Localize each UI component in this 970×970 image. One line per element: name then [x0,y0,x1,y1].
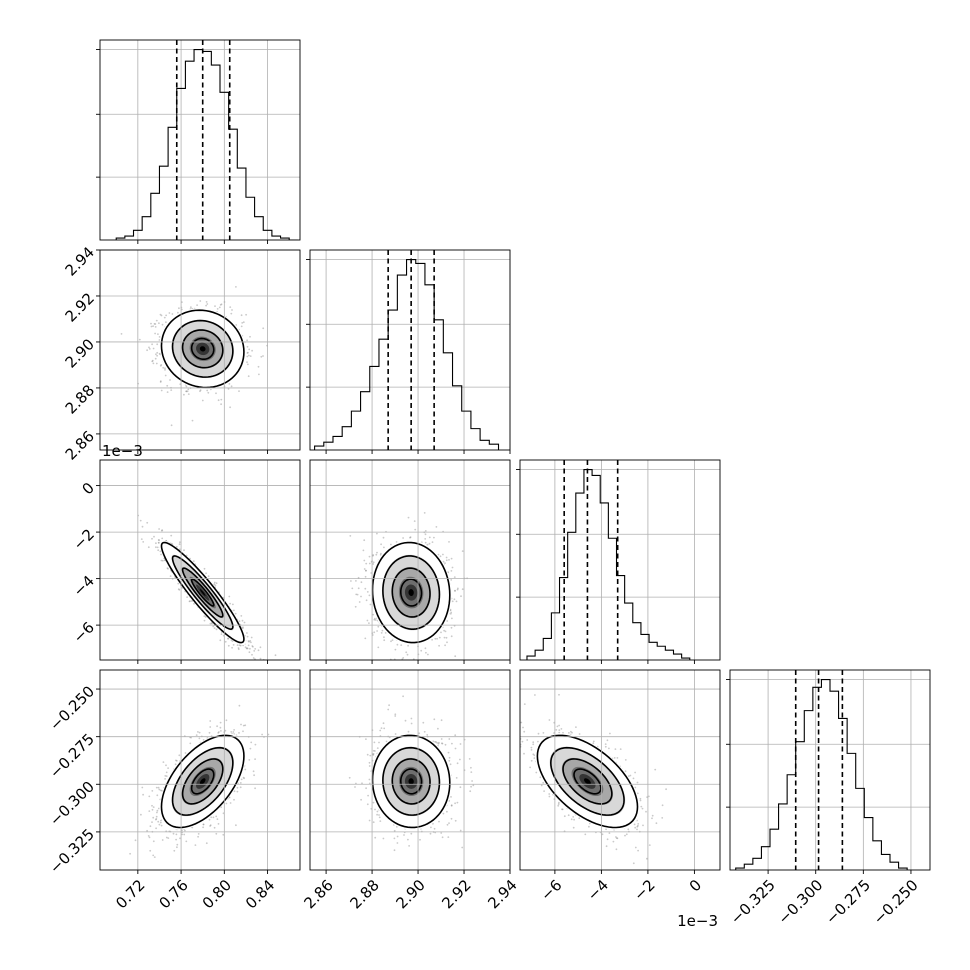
density-level [199,778,206,785]
y-tick-label: −4 [70,572,98,600]
y-tick-label: 2.94 [62,243,98,279]
density-level [199,346,206,352]
x-tick-label: 2.92 [438,876,474,912]
contour-line [391,567,431,618]
contour-line [160,541,245,644]
x-tick-label: −0.325 [727,876,779,928]
histogram-step [314,258,500,450]
contour-line [171,555,234,630]
y-tick-label: −0.275 [46,730,98,782]
contour-line [391,758,431,805]
contour-line [190,337,215,361]
y-tick-label: 2.88 [62,381,98,417]
contour-line [550,746,625,816]
density-panel [96,459,301,664]
contour-line [171,746,234,816]
contour-line [190,768,215,795]
density-level [408,589,414,596]
x-tick-label: 2.88 [346,876,382,912]
contour-line [371,541,451,644]
contour-line [399,768,423,795]
x-tick-label: 2.90 [392,876,428,912]
contour-line [371,734,451,829]
y-tick-label: 2.86 [62,427,98,463]
histogram-step [115,48,298,240]
contour-line [181,567,224,618]
x-offset-label: 1e−3 [677,912,718,930]
histogram-panel [726,669,931,874]
density-panel [96,669,301,874]
histogram-step [735,678,908,870]
y-tick-label: −0.325 [46,825,98,877]
x-tick-label: 0.84 [242,876,278,912]
x-tick-label: 2.94 [484,876,520,912]
x-tick-label: −6 [537,876,565,904]
density-level [199,589,206,596]
y-tick-label: −6 [70,618,98,646]
contour-line [399,578,423,607]
contour-line [160,734,245,829]
density-level [584,778,591,785]
y-tick-label: −0.250 [46,682,98,734]
y-tick-label: −0.300 [46,778,98,830]
contour-line [382,746,441,816]
contour-line [190,578,215,607]
y-tick-label: 0 [79,479,98,498]
x-tick-label: 0.80 [199,876,235,912]
x-tick-label: 0.76 [155,876,191,912]
x-tick-label: −2 [630,876,658,904]
x-tick-label: −0.300 [774,876,826,928]
histogram-panel [306,249,511,454]
y-tick-label: 2.90 [62,335,98,371]
density-level [408,778,414,785]
contour-line [181,329,224,369]
x-tick-label: 0.72 [112,876,148,912]
density-panel [96,249,301,454]
y-tick-label: −2 [70,525,98,553]
contour-line [160,309,245,389]
contour-line [562,758,613,805]
histogram-panel [516,459,721,664]
histogram-panel [96,39,301,244]
x-tick-label: −0.250 [870,876,922,928]
density-panel [519,669,721,874]
contour-line [171,319,234,378]
x-tick-label: 2.86 [300,876,336,912]
x-tick-label: −4 [584,876,612,904]
y-offset-label: 1e−3 [102,442,143,460]
density-panel [309,459,511,664]
contour-line [536,734,639,829]
x-tick-label: 0 [686,876,705,895]
histogram-step [526,468,691,660]
x-tick-label: −0.275 [822,876,874,928]
contour-line [181,758,224,805]
contour-line [573,768,602,795]
density-panel [309,669,511,874]
y-tick-label: 2.92 [62,289,98,325]
